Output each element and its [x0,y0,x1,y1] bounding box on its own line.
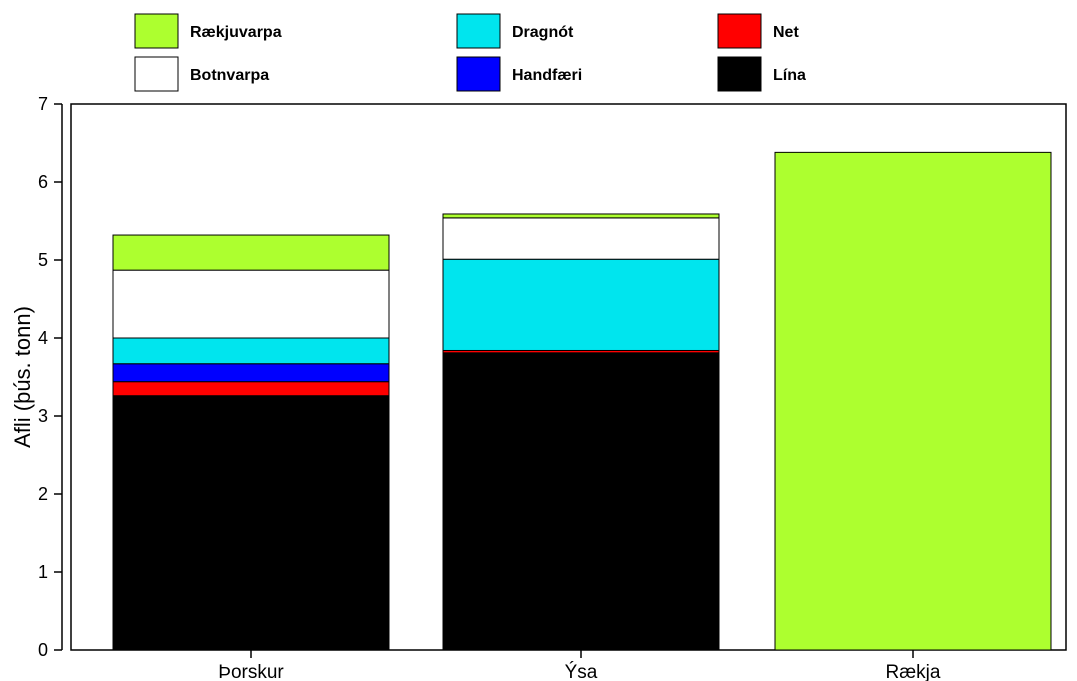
y-tick-label: 5 [38,250,48,270]
bar--orskur-handf-ri [112,363,390,383]
legend-item-dragnot: Dragnót [456,13,574,49]
legend-label: Dragnót [512,24,574,41]
y-tick-label: 2 [38,484,48,504]
legend-swatch [456,13,501,49]
bar--orskur-botnvarpa [112,269,390,339]
bar-ysa-dragnot [442,258,720,351]
bar--orskur-net [112,381,390,397]
y-axis-title: Afli (þús. tonn) [10,306,35,448]
y-tick-label: 6 [38,172,48,192]
legend-label: Handfæri [512,67,582,84]
legend-swatch [456,56,501,92]
x-axis: Þorskur Ýsa Rækja [218,650,941,681]
legend-item-net: Net [717,13,799,49]
bar-ysa-lina [442,352,720,651]
legend-item-r-kjuvarpa: Rækjuvarpa [134,13,282,49]
legend-label: Botnvarpa [190,67,269,84]
legend-swatch [134,13,179,49]
x-tick-label: Rækja [886,662,941,681]
bar--orskur-dragnot [112,337,390,365]
bar-r-kja-r-kjuvarpa [774,151,1052,651]
legend-swatch [717,13,762,49]
bars [112,151,1052,651]
bar--orskur-r-kjuvarpa [112,234,390,271]
legend-label: Rækjuvarpa [190,24,282,41]
bar--orskur-lina [112,395,390,651]
x-tick-label: Ýsa [565,662,598,681]
legend-swatch [134,56,179,92]
y-axis: 0 1 2 3 4 5 6 7 [38,94,63,660]
legend-label: Lína [773,67,806,84]
bar-ysa-r-kjuvarpa [442,213,720,219]
legend-swatch [717,56,762,92]
y-tick-label: 0 [38,640,48,660]
bar-ysa-botnvarpa [442,217,720,260]
legend-item-handf-ri: Handfæri [456,56,582,92]
y-tick-label: 7 [38,94,48,114]
legend: Rækjuvarpa Dragnót Net Botnvarpa Handfæri Lín… [134,13,806,92]
legend-item-lina: Lína [717,56,806,92]
legend-item-botnvarpa: Botnvarpa [134,56,269,92]
y-tick-label: 1 [38,562,48,582]
y-tick-label: 3 [38,406,48,426]
x-tick-label: Þorskur [218,662,284,681]
y-tick-label: 4 [38,328,48,348]
legend-label: Net [773,24,799,41]
